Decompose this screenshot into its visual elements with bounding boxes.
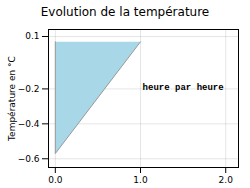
svg-text:heure par heure: heure par heure [143, 83, 224, 93]
svg-text:−0.2: −0.2 [18, 84, 40, 94]
svg-text:−0.6: −0.6 [18, 154, 40, 164]
html-text:Evolution de la température: Evolution de la température [40, 5, 210, 19]
svg-text:0.1: 0.1 [25, 31, 39, 41]
svg-text:1.0: 1.0 [133, 175, 148, 185]
svg-text:2.0: 2.0 [219, 175, 234, 185]
svg-text:−0.4: −0.4 [18, 119, 40, 129]
svg-text:0.0: 0.0 [48, 175, 63, 185]
svg-text:Température en °C: Température en °C [7, 56, 17, 142]
